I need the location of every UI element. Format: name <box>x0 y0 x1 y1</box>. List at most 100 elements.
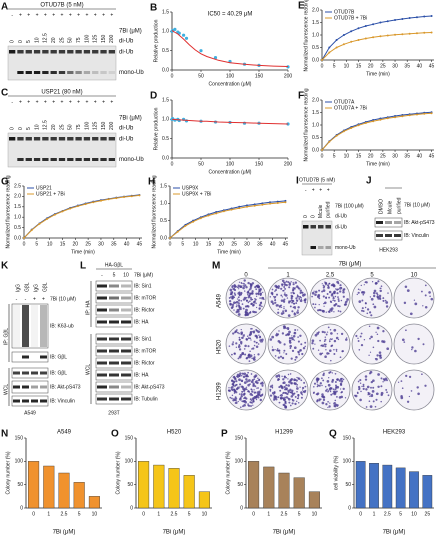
colony <box>377 385 380 389</box>
y-tick-label: 1.0 <box>162 117 169 123</box>
colony <box>249 354 253 358</box>
colony <box>291 295 293 298</box>
legend-label: OTUD7B <box>334 9 355 15</box>
colony <box>322 372 325 375</box>
y-tick-label: 0 <box>20 505 23 511</box>
colony <box>239 372 242 375</box>
colony <box>336 292 339 295</box>
colony <box>372 400 375 403</box>
colony <box>328 405 331 408</box>
dose-label: - <box>101 272 103 278</box>
point <box>342 130 345 133</box>
colony <box>253 344 256 347</box>
colony <box>240 393 243 396</box>
point <box>379 118 382 121</box>
y-tick-label: 1.5 <box>14 204 21 210</box>
colony <box>280 306 283 308</box>
colony <box>250 388 253 391</box>
colony <box>337 338 340 341</box>
x-tick-label: 0 <box>23 241 26 247</box>
dose-label: 0 <box>9 40 15 43</box>
colony <box>255 292 258 295</box>
colony <box>316 377 320 381</box>
colony <box>257 353 260 356</box>
x-tick-label: 30 <box>392 63 398 69</box>
ip-label: IP: GβL <box>3 328 9 345</box>
colony <box>380 400 382 403</box>
colony <box>304 341 307 344</box>
colony <box>321 330 324 334</box>
point <box>415 113 418 116</box>
colony <box>236 304 238 306</box>
colony <box>336 333 339 335</box>
colony <box>281 279 285 283</box>
wcl-label: WCL <box>3 384 9 395</box>
colony <box>296 329 299 331</box>
colony <box>321 384 323 387</box>
colony <box>297 306 300 309</box>
colony <box>249 392 253 396</box>
colony <box>288 337 292 340</box>
colony <box>342 387 345 391</box>
point <box>269 201 272 204</box>
colony <box>247 301 250 304</box>
colony <box>283 349 286 352</box>
colony <box>239 285 242 288</box>
panel-letter: N <box>1 429 8 440</box>
colony <box>256 387 258 389</box>
colony <box>362 291 366 294</box>
band <box>121 361 131 365</box>
colony <box>377 280 380 283</box>
colony <box>280 299 284 302</box>
y-axis-label: Normalized fluorescence reading <box>151 175 157 248</box>
colony <box>304 301 307 304</box>
colony <box>282 289 284 292</box>
colony <box>339 290 342 293</box>
smear <box>13 305 20 347</box>
colony <box>291 310 294 313</box>
colony <box>243 403 246 407</box>
dose-label: 25 <box>59 124 65 130</box>
colony <box>240 406 242 408</box>
point <box>364 37 367 40</box>
blot-label: IB: Akt-pS473 <box>404 220 435 226</box>
panel-letter: H <box>148 177 155 188</box>
band <box>376 234 383 237</box>
dose-label: 20 <box>51 124 57 130</box>
colony <box>281 296 284 298</box>
colony <box>361 292 363 294</box>
colony <box>420 290 423 293</box>
colony <box>259 297 261 299</box>
point <box>401 33 404 36</box>
band <box>108 158 115 161</box>
point <box>130 195 133 198</box>
colony <box>233 352 236 355</box>
colony <box>346 337 348 339</box>
colony <box>238 393 241 395</box>
point <box>184 224 187 227</box>
colony <box>318 399 321 402</box>
colony <box>366 385 370 389</box>
colony <box>294 395 297 398</box>
colony <box>330 309 333 312</box>
colony <box>277 349 280 352</box>
colony <box>257 284 259 286</box>
chart-title: H1299 <box>275 430 293 436</box>
colony <box>290 296 293 300</box>
colony <box>339 388 342 390</box>
colony <box>319 309 322 312</box>
colony <box>242 298 246 301</box>
colony <box>324 281 326 283</box>
colony <box>297 402 300 404</box>
colony <box>274 295 277 298</box>
point <box>84 203 87 206</box>
bar <box>355 461 366 509</box>
point <box>394 19 397 21</box>
cell-label: HEK293 <box>379 247 398 253</box>
enzyme-row: + <box>69 99 72 105</box>
band <box>31 399 38 403</box>
colony <box>247 281 250 285</box>
colony <box>278 330 280 332</box>
blot-label: IB: Tubulin <box>134 396 158 402</box>
colony <box>249 328 252 330</box>
